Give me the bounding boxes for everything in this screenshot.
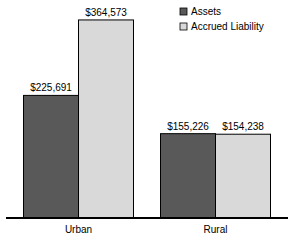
legend-label: Accrued Liability [191, 21, 264, 32]
bar [216, 134, 271, 218]
legend-swatch [180, 8, 187, 15]
bars [24, 20, 271, 218]
legend: Assets Accrued Liability [180, 6, 264, 32]
legend-swatch [180, 23, 187, 30]
category-label: Rural [204, 224, 228, 235]
chart: $225,691 $364,573 Urban $155,226 $154,238 Rur… [0, 0, 292, 243]
data-label: $225,691 [30, 82, 72, 93]
bar [79, 20, 134, 218]
category-label: Urban [65, 224, 92, 235]
bar [161, 134, 216, 218]
data-label: $154,238 [222, 121, 264, 132]
labels: $225,691 $364,573 Urban $155,226 $154,238 Rur… [30, 7, 264, 235]
bar [24, 95, 79, 218]
data-label: $364,573 [85, 7, 127, 18]
legend-label: Assets [191, 6, 221, 17]
data-label: $155,226 [167, 121, 209, 132]
baseline [6, 217, 288, 219]
